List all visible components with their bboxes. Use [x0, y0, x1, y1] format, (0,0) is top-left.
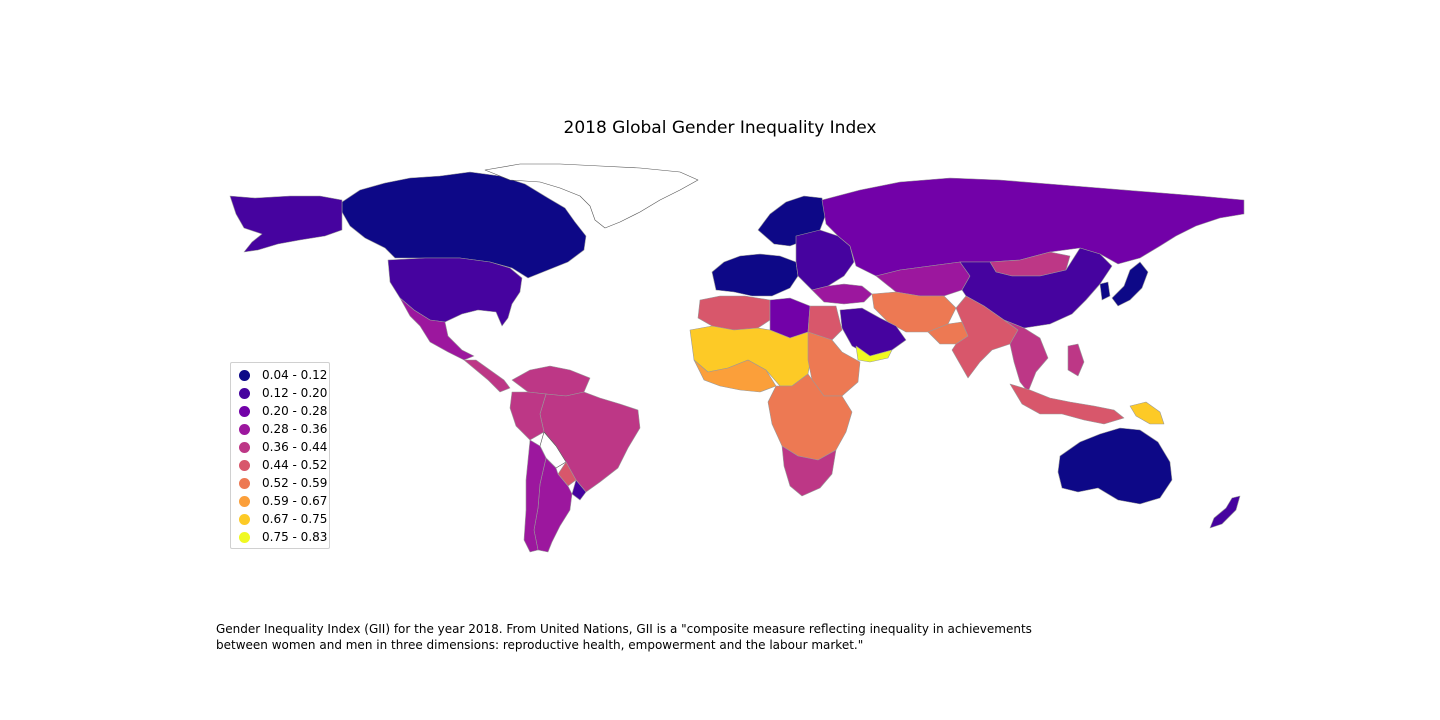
country-peru: [509, 391, 547, 441]
legend-label: 0.04 - 0.12: [262, 368, 328, 382]
country-new-zealand: [1209, 495, 1241, 529]
legend-item: 0.52 - 0.59: [231, 474, 329, 492]
country-uruguay: [571, 479, 587, 501]
country-korea: [1099, 281, 1111, 301]
legend-swatch: [239, 531, 250, 543]
legend-swatch: [239, 405, 250, 417]
country-united-states: [387, 257, 523, 327]
legend-item: 0.59 - 0.67: [231, 492, 329, 510]
country-alaska: [229, 195, 343, 253]
legend-swatch: [239, 513, 250, 525]
legend-swatch: [239, 369, 250, 381]
map-legend: 0.04 - 0.12 0.12 - 0.20 0.20 - 0.28 0.28 - …: [230, 362, 330, 549]
legend-item: 0.75 - 0.83: [231, 528, 329, 546]
country-central-africa: [767, 373, 853, 461]
legend-label: 0.52 - 0.59: [262, 476, 328, 490]
country-northern-south-america: [511, 365, 591, 397]
country-philippines: [1067, 343, 1085, 377]
legend-swatch: [239, 459, 250, 471]
legend-swatch: [239, 441, 250, 453]
legend-item: 0.12 - 0.20: [231, 384, 329, 402]
legend-item: 0.67 - 0.75: [231, 510, 329, 528]
legend-item: 0.04 - 0.12: [231, 366, 329, 384]
country-north-africa-west: [697, 295, 771, 331]
country-egypt: [807, 305, 843, 341]
legend-item: 0.44 - 0.52: [231, 456, 329, 474]
country-saudi-arabia: [839, 307, 907, 357]
country-southern-africa: [781, 445, 837, 497]
country-australia: [1057, 427, 1173, 505]
legend-item: 0.20 - 0.28: [231, 402, 329, 420]
legend-item: 0.28 - 0.36: [231, 420, 329, 438]
country-canada: [341, 171, 587, 279]
country-yemen: [855, 345, 893, 363]
country-greenland: [484, 163, 699, 229]
country-papua-new-guinea: [1129, 401, 1165, 425]
legend-label: 0.75 - 0.83: [262, 530, 328, 544]
caption-line-2: between women and men in three dimension…: [216, 638, 864, 652]
legend-label: 0.44 - 0.52: [262, 458, 328, 472]
country-western-europe: [711, 253, 799, 297]
legend-swatch: [239, 495, 250, 507]
country-libya: [769, 297, 811, 339]
legend-swatch: [239, 423, 250, 435]
legend-label: 0.36 - 0.44: [262, 440, 328, 454]
legend-label: 0.59 - 0.67: [262, 494, 328, 508]
legend-swatch: [239, 387, 250, 399]
legend-item: 0.36 - 0.44: [231, 438, 329, 456]
legend-label: 0.28 - 0.36: [262, 422, 328, 436]
map-title: 2018 Global Gender Inequality Index: [563, 118, 877, 138]
country-central-america: [463, 359, 511, 393]
country-mexico: [399, 297, 475, 361]
legend-label: 0.20 - 0.28: [262, 404, 328, 418]
legend-label: 0.67 - 0.75: [262, 512, 328, 526]
country-eastern-europe: [795, 229, 855, 291]
caption-line-1: Gender Inequality Index (GII) for the ye…: [216, 622, 1032, 636]
country-india: [951, 295, 1019, 379]
country-japan: [1111, 261, 1149, 307]
map-caption: Gender Inequality Index (GII) for the ye…: [216, 621, 1116, 653]
country-indonesia: [1009, 383, 1125, 425]
country-sudan-ethiopia: [807, 331, 861, 397]
country-chile: [523, 439, 547, 553]
legend-label: 0.12 - 0.20: [262, 386, 328, 400]
legend-swatch: [239, 477, 250, 489]
